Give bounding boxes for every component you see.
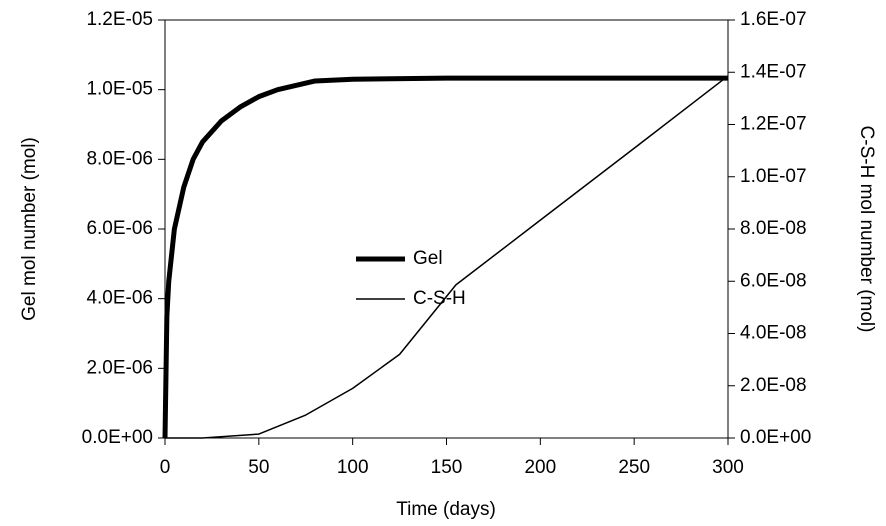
legend-label: Gel	[413, 248, 443, 269]
y2-tick-label: 1.4E-07	[740, 61, 807, 82]
x-axis-title: Time (days)	[396, 499, 496, 520]
x-tick-label: 150	[431, 457, 463, 478]
y-tick-label: 1.2E-05	[86, 9, 153, 30]
y2-tick-label: 0.0E+00	[740, 427, 811, 448]
data-line	[162, 75, 728, 439]
y2-tick-label: 6.0E-08	[740, 270, 807, 291]
y-tick-label: 8.0E-06	[86, 148, 153, 169]
x-tick-label: 250	[618, 457, 650, 478]
y2-tick-label: 2.0E-08	[740, 375, 807, 396]
y-tick-label: 2.0E-06	[86, 357, 153, 378]
y2-tick-label: 1.6E-07	[740, 9, 807, 30]
y-tick-label: 6.0E-06	[86, 218, 153, 239]
legend-label: C-S-H	[413, 288, 466, 309]
x-tick-label: 0	[160, 457, 171, 478]
y2-tick-label: 4.0E-08	[740, 323, 807, 344]
y-tick-label: 0.0E+00	[82, 427, 153, 448]
y2-tick-label: 8.0E-08	[740, 218, 807, 239]
x-tick-label: 50	[248, 457, 269, 478]
x-tick-label: 300	[712, 457, 744, 478]
data-line	[165, 75, 729, 439]
plot-frame	[164, 19, 729, 439]
y-tick-label: 4.0E-06	[86, 288, 153, 309]
x-tick-label: 200	[524, 457, 556, 478]
y-axis-title: Gel mol number (mol)	[19, 137, 40, 321]
y-tick-label: 1.0E-05	[86, 79, 153, 100]
y2-tick-label: 1.0E-07	[740, 166, 807, 187]
y2-axis-title: C-S-H mol number (mol)	[856, 126, 877, 333]
y2-tick-label: 1.2E-07	[740, 114, 807, 135]
x-tick-label: 100	[337, 457, 369, 478]
